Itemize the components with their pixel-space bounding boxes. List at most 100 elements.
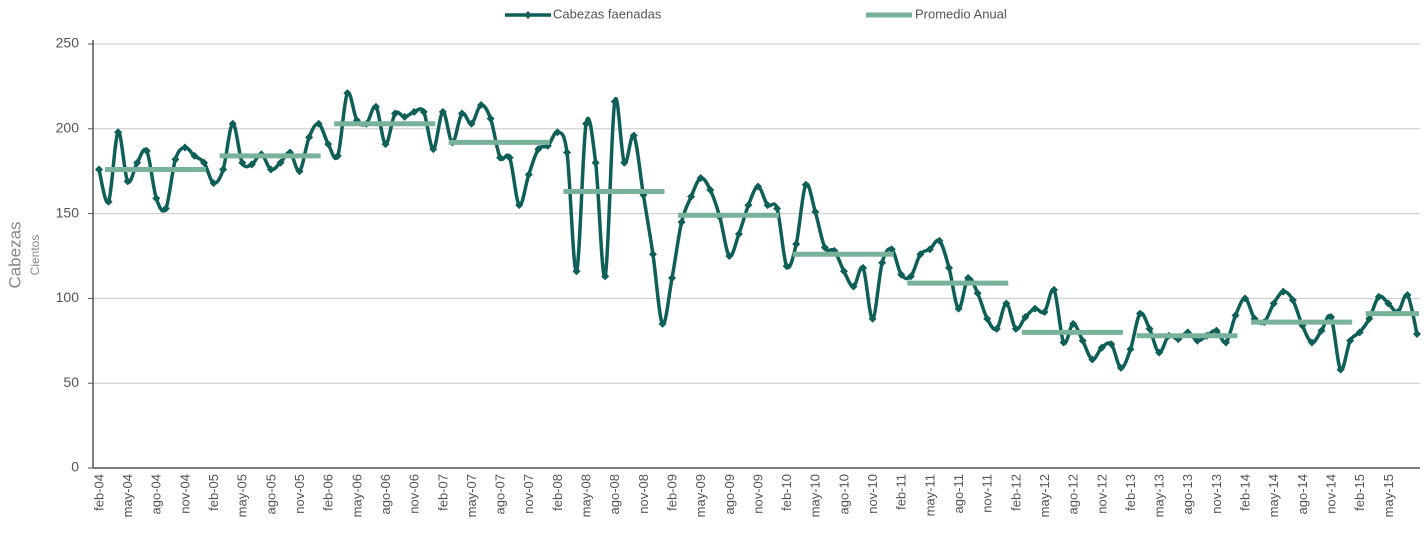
point-marker <box>696 173 705 182</box>
point-marker <box>104 197 113 206</box>
point-marker <box>133 158 142 167</box>
x-tick-label: ago-12 <box>1066 474 1081 514</box>
x-tick-label: ago-04 <box>149 474 164 514</box>
x-tick-label: ago-14 <box>1295 474 1310 514</box>
x-tick-label: may-11 <box>922 474 937 516</box>
point-marker <box>295 167 304 176</box>
x-tick-label: feb-07 <box>435 474 450 511</box>
point-marker <box>1088 355 1097 364</box>
point-marker <box>1365 314 1374 323</box>
point-marker <box>391 109 400 118</box>
x-tick-label: ago-07 <box>493 474 508 514</box>
point-marker <box>820 243 829 252</box>
point-marker <box>1050 285 1059 294</box>
point-marker <box>496 153 505 162</box>
point-marker <box>754 182 762 191</box>
point-marker <box>878 258 887 267</box>
point-marker <box>1307 338 1316 347</box>
x-tick-label: feb-06 <box>321 474 336 511</box>
point-marker <box>276 158 285 167</box>
point-marker <box>324 140 333 149</box>
point-marker <box>429 145 438 154</box>
point-marker <box>553 128 562 137</box>
point-marker <box>1078 336 1087 345</box>
x-tick-label: feb-08 <box>550 474 565 511</box>
point-marker <box>1327 313 1336 322</box>
x-tick-label: nov-12 <box>1094 474 1109 514</box>
x-tick-label: feb-10 <box>779 474 794 511</box>
point-marker <box>1384 299 1393 308</box>
point-marker <box>381 140 390 149</box>
point-marker <box>1413 330 1421 339</box>
x-tick-label: may-14 <box>1266 474 1281 517</box>
y-tick-label: 100 <box>56 289 80 305</box>
point-marker <box>180 143 189 152</box>
point-marker <box>868 314 877 323</box>
point-marker <box>1116 363 1125 372</box>
point-marker <box>410 107 419 116</box>
point-marker <box>992 324 1001 333</box>
point-marker <box>1221 338 1230 347</box>
point-marker <box>1193 336 1202 345</box>
point-marker <box>534 145 543 154</box>
legend-marker <box>524 11 532 19</box>
point-marker <box>486 114 495 123</box>
point-marker <box>419 107 428 116</box>
point-marker <box>1269 299 1278 308</box>
point-marker <box>629 131 638 140</box>
y-tick-label: 150 <box>56 204 80 220</box>
x-tick-label: feb-13 <box>1123 474 1138 511</box>
legend-label: Cabezas faenadas <box>553 6 662 21</box>
x-tick-label: nov-07 <box>521 474 536 514</box>
x-tick-label: may-10 <box>808 474 823 517</box>
point-marker <box>744 201 753 210</box>
point-marker <box>763 201 772 210</box>
point-marker <box>582 119 591 128</box>
x-tick-label: ago-06 <box>378 474 393 514</box>
point-marker <box>209 179 218 188</box>
x-tick-label: may-04 <box>120 474 135 517</box>
y-tick-label: 200 <box>56 120 80 136</box>
point-marker <box>792 240 801 249</box>
y-axis-subtitle: Cientos <box>28 235 42 276</box>
point-marker <box>1155 348 1164 357</box>
point-marker <box>95 165 103 174</box>
point-marker <box>1231 311 1240 320</box>
x-tick-label: feb-09 <box>664 474 679 511</box>
point-marker <box>1021 313 1030 322</box>
point-marker <box>524 170 533 179</box>
point-marker <box>228 119 237 128</box>
point-marker <box>247 160 256 169</box>
point-marker <box>648 250 657 259</box>
x-tick-label: ago-08 <box>607 474 622 514</box>
point-marker <box>1011 324 1020 333</box>
x-tick-label: nov-04 <box>177 474 192 514</box>
x-tick-label: nov-13 <box>1209 474 1224 514</box>
point-marker <box>1279 287 1288 296</box>
point-marker <box>238 158 247 167</box>
x-tick-label: ago-11 <box>951 474 966 514</box>
point-marker <box>1317 326 1326 335</box>
x-tick-label: feb-14 <box>1238 474 1253 511</box>
point-marker <box>1212 326 1221 335</box>
y-tick-label: 250 <box>56 35 80 51</box>
point-marker <box>152 194 161 203</box>
point-marker <box>677 218 686 227</box>
x-tick-label: nov-05 <box>292 474 307 514</box>
point-marker <box>114 128 123 137</box>
point-marker <box>973 289 982 298</box>
point-marker <box>1145 324 1154 333</box>
point-marker <box>945 263 954 272</box>
point-marker <box>266 165 275 174</box>
point-marker <box>849 282 858 291</box>
point-marker <box>305 133 314 142</box>
point-marker <box>1403 291 1412 300</box>
point-marker <box>734 229 743 238</box>
point-marker <box>1355 328 1364 337</box>
point-marker <box>457 109 466 118</box>
point-marker <box>773 204 782 213</box>
x-tick-label: may-07 <box>464 474 479 517</box>
point-marker <box>964 274 973 283</box>
point-marker <box>400 112 409 121</box>
